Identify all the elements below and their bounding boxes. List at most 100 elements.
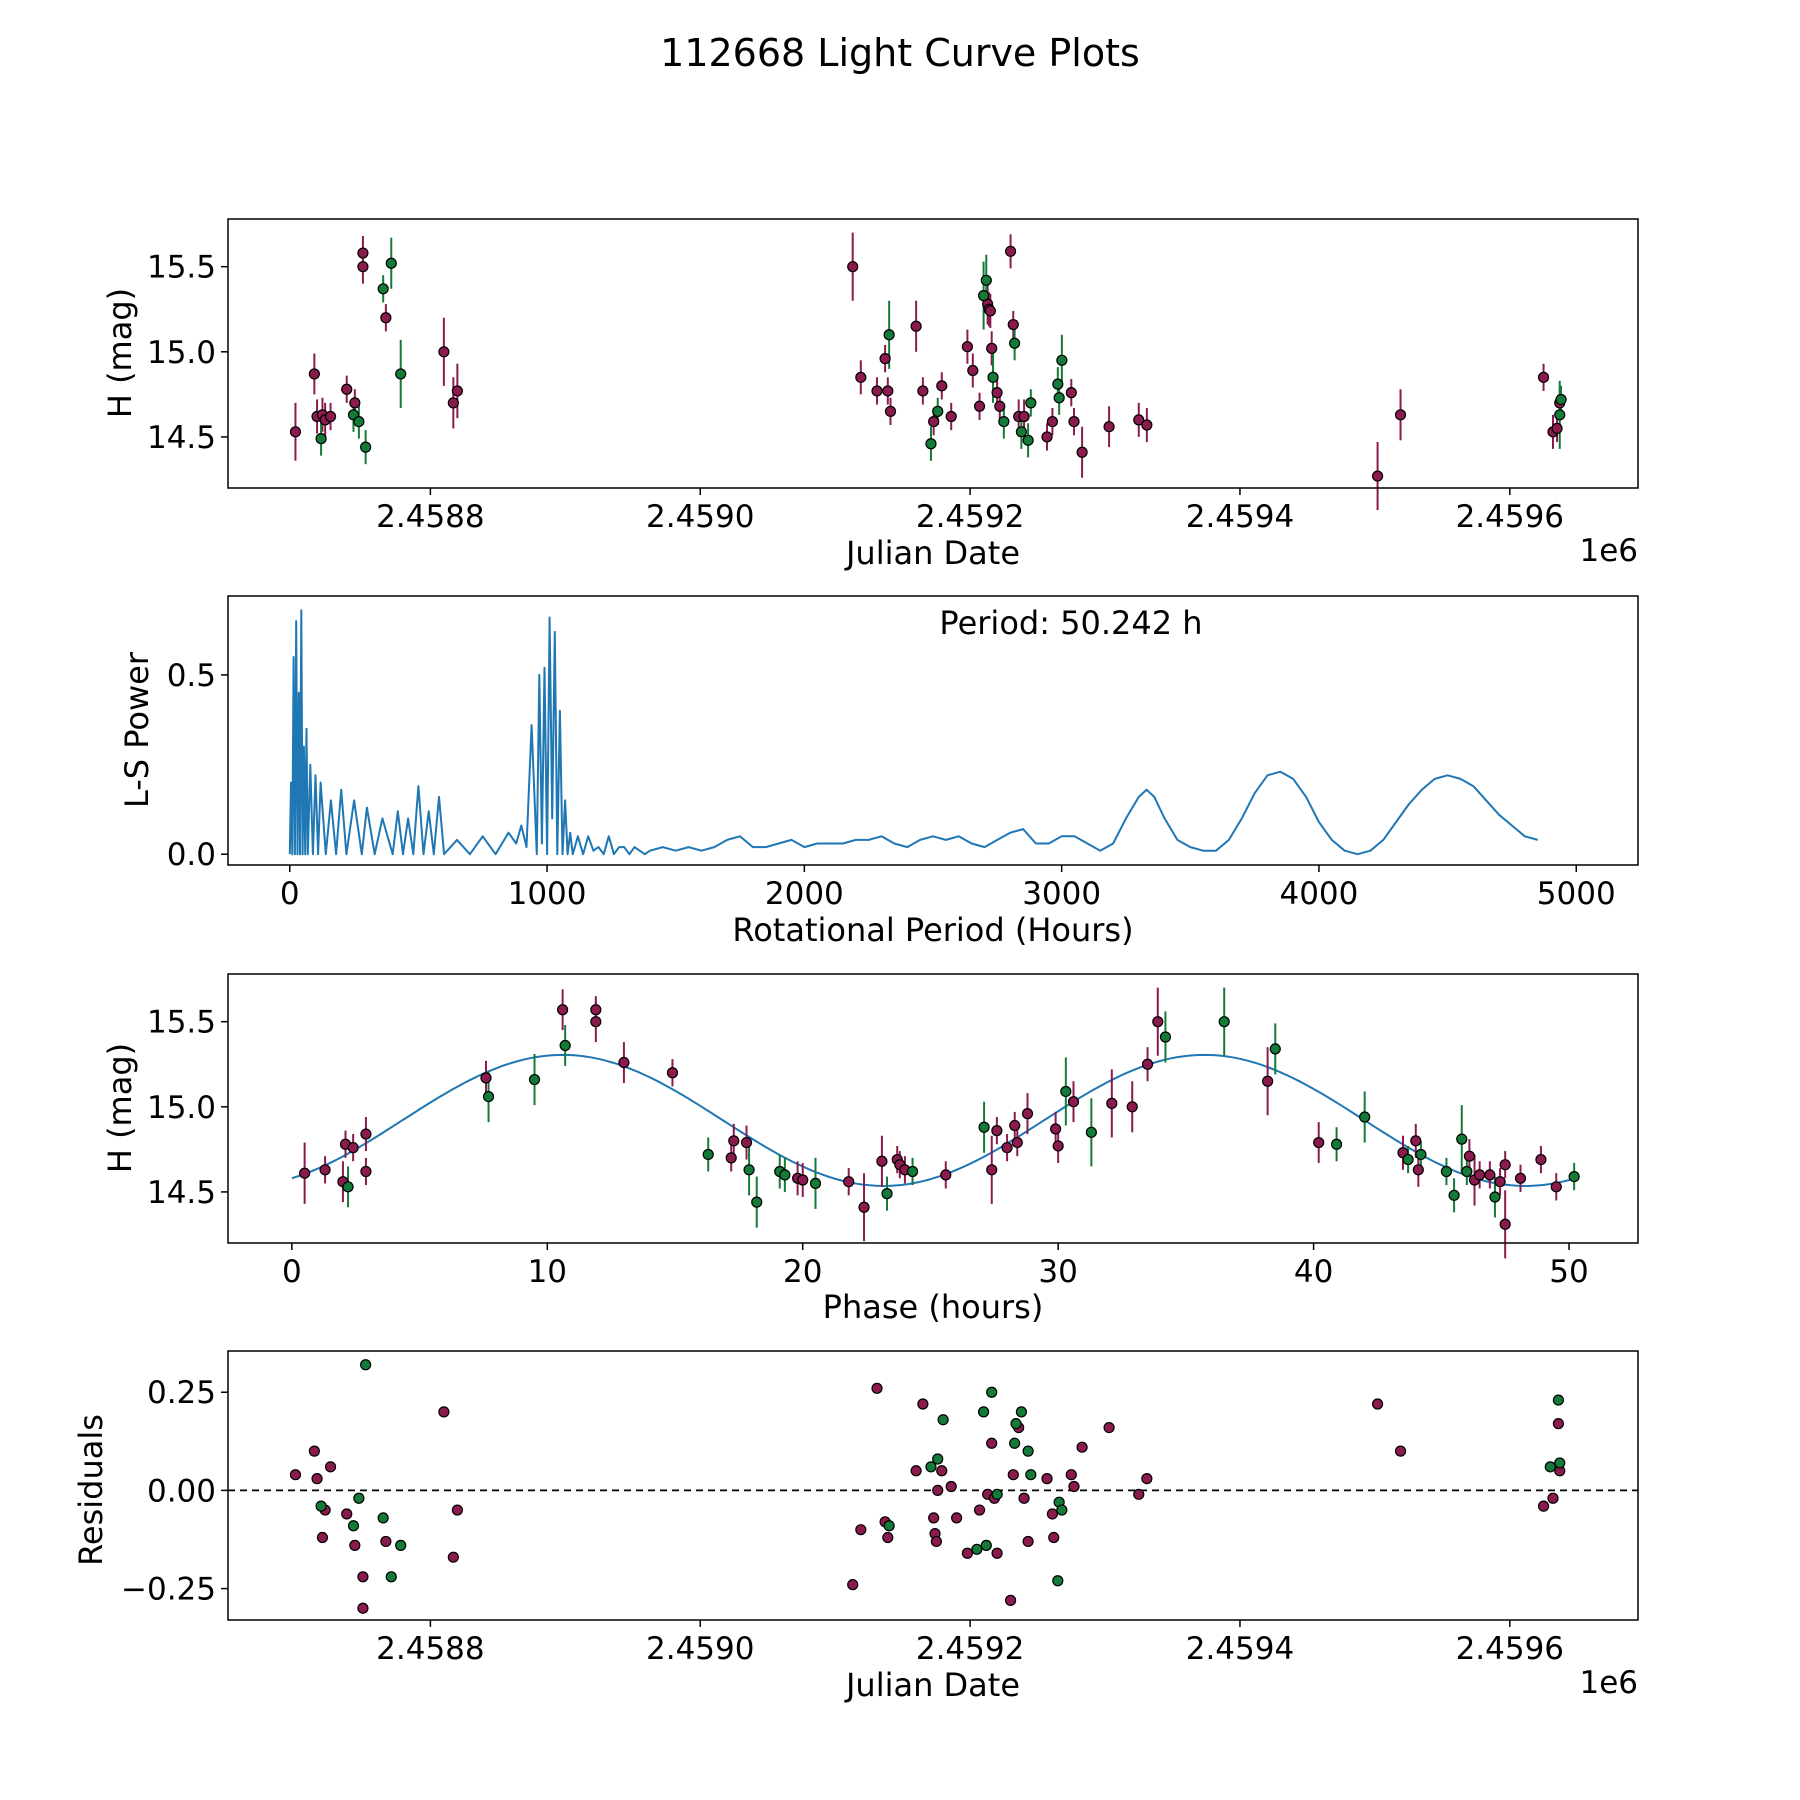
phase-ylabel: H (mag) <box>101 1043 139 1173</box>
periodogram-line <box>288 609 1538 856</box>
residuals-point <box>447 1551 459 1563</box>
phase-point <box>1001 1142 1013 1154</box>
residuals-point <box>961 1547 974 1559</box>
residuals-point <box>1052 1575 1064 1587</box>
lightcurve-point <box>917 385 929 397</box>
phase-point <box>940 1169 952 1181</box>
residuals-point <box>357 1602 369 1614</box>
lightcurve-point <box>1022 434 1034 446</box>
lightcurve-point <box>1555 393 1567 406</box>
lightcurve-point <box>349 397 361 409</box>
residuals-point <box>1041 1473 1053 1485</box>
residuals-point <box>883 1520 895 1532</box>
phase-ytick-label: 15.5 <box>147 1005 216 1041</box>
lightcurve-xtick-label: 2.4590 <box>646 499 754 535</box>
phase-point <box>1410 1135 1422 1147</box>
periodogram-ticks: 0 1000 2000 3000 4000 5000 0.0 0.5 <box>167 658 1616 912</box>
lightcurve-point <box>1041 431 1053 443</box>
residuals-point <box>1004 1594 1017 1606</box>
residuals-point <box>937 1414 949 1426</box>
lightcurve-point <box>1009 337 1021 349</box>
phase-point <box>319 1164 331 1176</box>
phase-point <box>779 1169 791 1181</box>
phase-point <box>1568 1171 1580 1183</box>
residuals-panel: 2.4588 2.4590 2.4592 2.4594 2.4596 −0.25 0.00 0… <box>72 1350 1639 1704</box>
phase-point <box>590 1004 602 1016</box>
phase-point <box>1050 1123 1062 1135</box>
residuals-point <box>341 1508 353 1520</box>
residuals-point <box>973 1504 986 1516</box>
residuals-point <box>932 1484 944 1497</box>
phase-xtick-label: 0 <box>282 1254 302 1290</box>
phase-point <box>1514 1172 1527 1184</box>
lightcurve-point <box>315 433 327 445</box>
periodogram-marks <box>288 609 1538 856</box>
phase-point <box>666 1067 679 1079</box>
phase-point <box>1474 1169 1486 1181</box>
phase-point <box>1330 1138 1343 1150</box>
phase-ytick-label: 14.5 <box>147 1175 216 1211</box>
periodogram-xlabel: Rotational Period (Hours) <box>732 911 1133 949</box>
residuals-ytick-label: 0.00 <box>147 1473 216 1509</box>
lightcurve-point <box>1537 371 1550 383</box>
periodogram-ytick-label: 0.0 <box>167 837 216 873</box>
periodogram-xtick-label: 4000 <box>1279 876 1358 912</box>
residuals-point <box>847 1579 859 1591</box>
lightcurve-marks <box>289 232 1567 511</box>
phase-xtick-label: 40 <box>1294 1254 1333 1290</box>
phase-point <box>1126 1101 1138 1113</box>
periodogram-panel: 0 1000 2000 3000 4000 5000 0.0 0.5 Period: 50.2… <box>118 595 1639 949</box>
lightcurve-point <box>987 371 999 383</box>
lightcurve-point <box>451 385 463 397</box>
lightcurve-point <box>945 410 957 423</box>
residuals-point <box>1015 1406 1027 1418</box>
lightcurve-point <box>847 261 859 273</box>
phase-point <box>482 1090 495 1103</box>
lightcurve-point <box>925 438 937 450</box>
residuals-point <box>349 1539 361 1551</box>
lightcurve-frame <box>227 218 1639 489</box>
lightcurve-point <box>986 342 998 354</box>
lightcurve-xtick-label: 2.4592 <box>916 499 1024 535</box>
phase-point <box>1313 1136 1325 1149</box>
phase-point <box>881 1188 893 1200</box>
lightcurve-xtick-label: 2.4596 <box>1456 499 1564 535</box>
phase-point <box>809 1177 822 1190</box>
lightcurve-point <box>324 410 337 423</box>
residuals-point <box>1076 1441 1088 1453</box>
phase-point <box>1060 1085 1072 1098</box>
lightcurve-point <box>1394 409 1407 421</box>
lightcurve-point <box>977 290 990 302</box>
lightcurve-point <box>1046 416 1059 428</box>
lightcurve-ytick-label: 15.0 <box>147 335 216 371</box>
lightcurve-point <box>308 368 320 380</box>
phase-point <box>740 1136 753 1149</box>
phase-point <box>843 1176 855 1188</box>
phase-point <box>1448 1189 1460 1201</box>
lightcurve-point <box>1056 354 1068 366</box>
lightcurve-point <box>884 405 897 417</box>
lightcurve-point <box>1007 318 1019 331</box>
phase-point <box>858 1201 870 1213</box>
residuals-point <box>936 1465 948 1477</box>
residuals-point <box>438 1406 450 1418</box>
lightcurve-ticks: 2.4588 2.4590 2.4592 2.4594 2.4596 14.5 15.0 15… <box>147 250 1564 535</box>
residuals-point <box>986 1386 998 1398</box>
residuals-marks <box>228 1359 1638 1614</box>
residuals-xlabel: Julian Date <box>844 1666 1020 1704</box>
residuals-point <box>347 1520 360 1532</box>
periodogram-xtick-label: 0 <box>280 876 300 912</box>
residuals-point <box>1371 1398 1384 1410</box>
lightcurve-point <box>1141 419 1153 431</box>
residuals-point <box>945 1480 957 1493</box>
lightcurve-point <box>380 312 392 324</box>
residuals-point <box>1544 1461 1556 1473</box>
residuals-point <box>385 1571 397 1583</box>
residuals-point <box>360 1359 372 1371</box>
phase-marks <box>291 987 1580 1259</box>
residuals-point <box>1554 1457 1566 1469</box>
lightcurve-panel: 2.4588 2.4590 2.4592 2.4594 2.4596 14.5 15.0 15… <box>101 218 1639 572</box>
phase-point <box>1141 1058 1154 1070</box>
residuals-point <box>932 1453 944 1465</box>
